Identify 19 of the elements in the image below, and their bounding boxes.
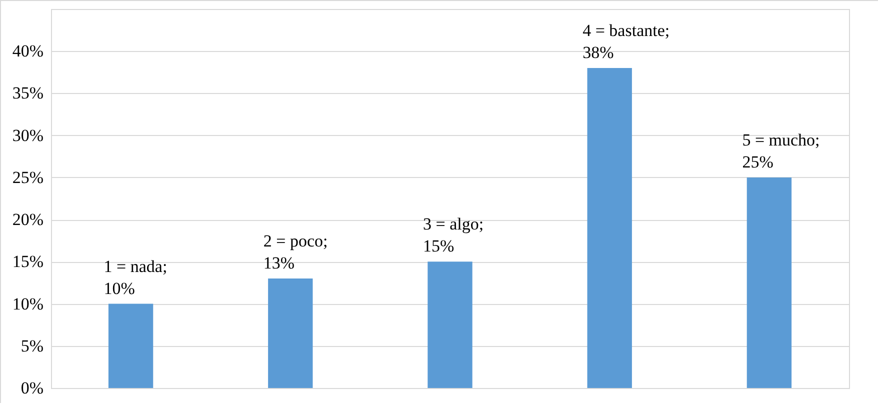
bar <box>108 304 154 388</box>
bar <box>746 177 792 388</box>
y-tick-label: 30% <box>12 126 44 145</box>
bar <box>428 262 472 388</box>
y-tick-label: 35% <box>12 84 44 103</box>
y-tick-label: 5% <box>20 336 44 356</box>
y-tick-label: 10% <box>12 294 44 314</box>
y-tick-label: 15% <box>12 252 44 272</box>
y-tick-label: 20% <box>12 210 44 230</box>
y-tick-label: 25% <box>12 168 44 187</box>
y-tick-label: 40% <box>12 42 44 61</box>
data-label: 2 = poco; 13% <box>263 232 328 273</box>
bar <box>587 68 632 388</box>
data-label: 1 = nada; 10% <box>104 256 168 298</box>
data-label: 3 = algo; 15% <box>423 214 484 256</box>
data-label: 4 = bastante; 38% <box>582 20 670 62</box>
data-label: 5 = mucho; 25% <box>742 130 820 172</box>
bar <box>268 278 313 388</box>
y-tick-label: 0% <box>20 378 44 398</box>
